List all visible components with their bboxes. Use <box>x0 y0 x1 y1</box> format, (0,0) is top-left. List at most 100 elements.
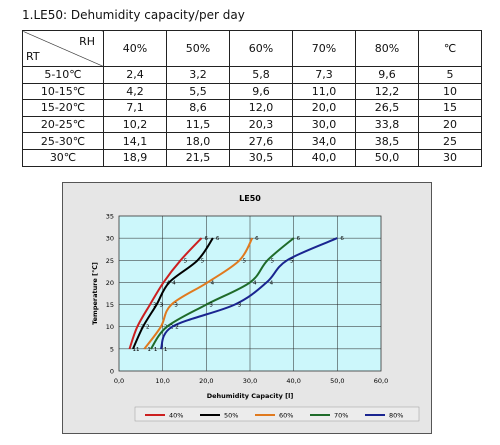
capacity-cell: 10,2 <box>103 115 167 134</box>
temperature-range-cell: 25-30℃ <box>22 132 104 150</box>
capacity-cell: 10 <box>418 82 482 101</box>
capacity-cell: 14,1 <box>103 132 167 150</box>
rt-corner-label: RT <box>26 50 40 63</box>
series-line-3 <box>143 237 254 350</box>
point-label: 5 <box>184 258 188 264</box>
x-axis-label: Dehumidity Capacity [l] <box>207 392 294 400</box>
capacity-cell: 18,0 <box>166 132 230 150</box>
capacity-cell: 5,8 <box>229 66 293 84</box>
capacity-cell: 38,5 <box>355 132 419 150</box>
point-label: 3 <box>209 303 213 309</box>
point-label: 6 <box>205 236 209 242</box>
capacity-cell: 9,6 <box>229 82 293 101</box>
point-label: 1 <box>132 347 136 353</box>
point-label: 1 <box>147 347 151 353</box>
page-caption: 1.LE50: Dehumidity capacity/per day <box>22 8 245 22</box>
capacity-cell: 11,5 <box>166 115 230 134</box>
legend-box <box>134 406 420 422</box>
y-tick-label: 25 <box>106 257 114 265</box>
temperature-range-cell: 20-25℃ <box>22 115 104 134</box>
series-line-5 <box>159 237 338 350</box>
capacity-cell: 9,6 <box>355 66 419 84</box>
y-tick-label: 5 <box>110 345 114 353</box>
table-header-cell: 50% <box>166 30 230 67</box>
chart-panel: LE50 0,0 10,0 20,0 30,0 40,0 50,0 60,0 0 5 10 15 20 2… <box>62 182 432 434</box>
legend-label: 60% <box>279 412 293 420</box>
point-label: 6 <box>297 236 301 242</box>
temperature-range-cell: 5-10℃ <box>22 66 104 84</box>
point-label: 1 <box>154 347 158 353</box>
table-row: 20-25℃ 10,2 11,5 20,3 30,0 33,8 20 <box>22 115 482 134</box>
capacity-cell: 5 <box>418 66 482 84</box>
capacity-cell: 7,3 <box>292 66 356 84</box>
point-label: 2 <box>146 325 150 331</box>
x-tick-label: 30,0 <box>243 377 257 385</box>
capacity-cell: 30,0 <box>292 115 356 134</box>
x-tick-label: 50,0 <box>330 377 344 385</box>
point-label: 4 <box>253 280 257 286</box>
capacity-cell: 20,0 <box>292 99 356 117</box>
capacity-cell: 7,1 <box>103 99 167 117</box>
temperature-range-cell: 10-15℃ <box>22 82 104 101</box>
capacity-cell: 18,9 <box>103 148 167 167</box>
legend-label: 70% <box>334 412 348 420</box>
x-tick-label: 40,0 <box>286 377 300 385</box>
capacity-cell: 2,4 <box>103 66 167 84</box>
point-label: 6 <box>340 236 344 242</box>
series-line-4 <box>150 237 295 350</box>
point-label: 4 <box>211 280 215 286</box>
table-row: 25-30℃ 14,1 18,0 27,6 34,0 38,5 25 <box>22 132 482 150</box>
table-header-cell: 60% <box>229 30 293 67</box>
table-header-cell: 70% <box>292 30 356 67</box>
capacity-cell: 30,5 <box>229 148 293 167</box>
capacity-cell: 15 <box>418 99 482 117</box>
capacity-cell: 12,0 <box>229 99 293 117</box>
table-row: 30℃ 18,9 21,5 30,5 40,0 50,0 30 <box>22 148 482 167</box>
point-label: 5 <box>270 258 274 264</box>
rh-corner-label: RH <box>79 35 95 48</box>
table-corner-cell: RH RT <box>22 30 104 67</box>
point-label: 3 <box>174 303 178 309</box>
y-tick-label: 10 <box>106 323 114 331</box>
capacity-cell: 20 <box>418 115 482 134</box>
y-tick-label: 35 <box>106 213 114 221</box>
capacity-cell: 33,8 <box>355 115 419 134</box>
y-axis-label: Temperature [℃] <box>91 262 99 325</box>
capacity-cell: 3,2 <box>166 66 230 84</box>
y-tick-label: 20 <box>106 279 114 287</box>
x-tick-label: 60,0 <box>374 377 388 385</box>
point-label: 2 <box>175 325 179 331</box>
point-label: 6 <box>255 236 259 242</box>
capacity-cell: 34,0 <box>292 132 356 150</box>
point-label: 6 <box>216 236 220 242</box>
capacity-cell: 26,5 <box>355 99 419 117</box>
capacity-cell: 50,0 <box>355 148 419 167</box>
capacity-cell: 5,5 <box>166 82 230 101</box>
temperature-range-cell: 30℃ <box>22 148 104 167</box>
table-header-cell: 40% <box>103 30 167 67</box>
capacity-cell: 12,2 <box>355 82 419 101</box>
point-label: 3 <box>238 303 242 309</box>
capacity-cell: 4,2 <box>103 82 167 101</box>
capacity-table: RH RT 40% 50% 60% 70% 80% ℃ 5-10℃ 2,4 3,2 5… <box>22 30 482 167</box>
capacity-table-body: RH RT 40% 50% 60% 70% 80% ℃ 5-10℃ 2,4 3,2 5… <box>22 30 482 167</box>
x-tick-label: 20,0 <box>199 377 213 385</box>
x-tick-label: 0,0 <box>114 377 124 385</box>
legend-label: 50% <box>224 412 238 420</box>
point-label: 4 <box>270 280 274 286</box>
series-line-2 <box>132 237 214 350</box>
temperature-range-cell: 15-20℃ <box>22 99 104 117</box>
capacity-cell: 30 <box>418 148 482 167</box>
point-label: 1 <box>164 347 168 353</box>
table-row: 5-10℃ 2,4 3,2 5,8 7,3 9,6 5 <box>22 66 482 84</box>
point-label: 3 <box>160 303 164 309</box>
table-row: 10-15℃ 4,2 5,5 9,6 11,0 12,2 10 <box>22 82 482 101</box>
point-label: 4 <box>172 280 176 286</box>
series-line-1 <box>128 237 203 350</box>
capacity-cell: 8,6 <box>166 99 230 117</box>
x-tick-label: 10,0 <box>155 377 169 385</box>
table-header-row: RH RT 40% 50% 60% 70% 80% ℃ <box>22 30 482 67</box>
table-row: 15-20℃ 7,1 8,6 12,0 20,0 26,5 15 <box>22 99 482 117</box>
y-tick-label: 15 <box>106 301 114 309</box>
